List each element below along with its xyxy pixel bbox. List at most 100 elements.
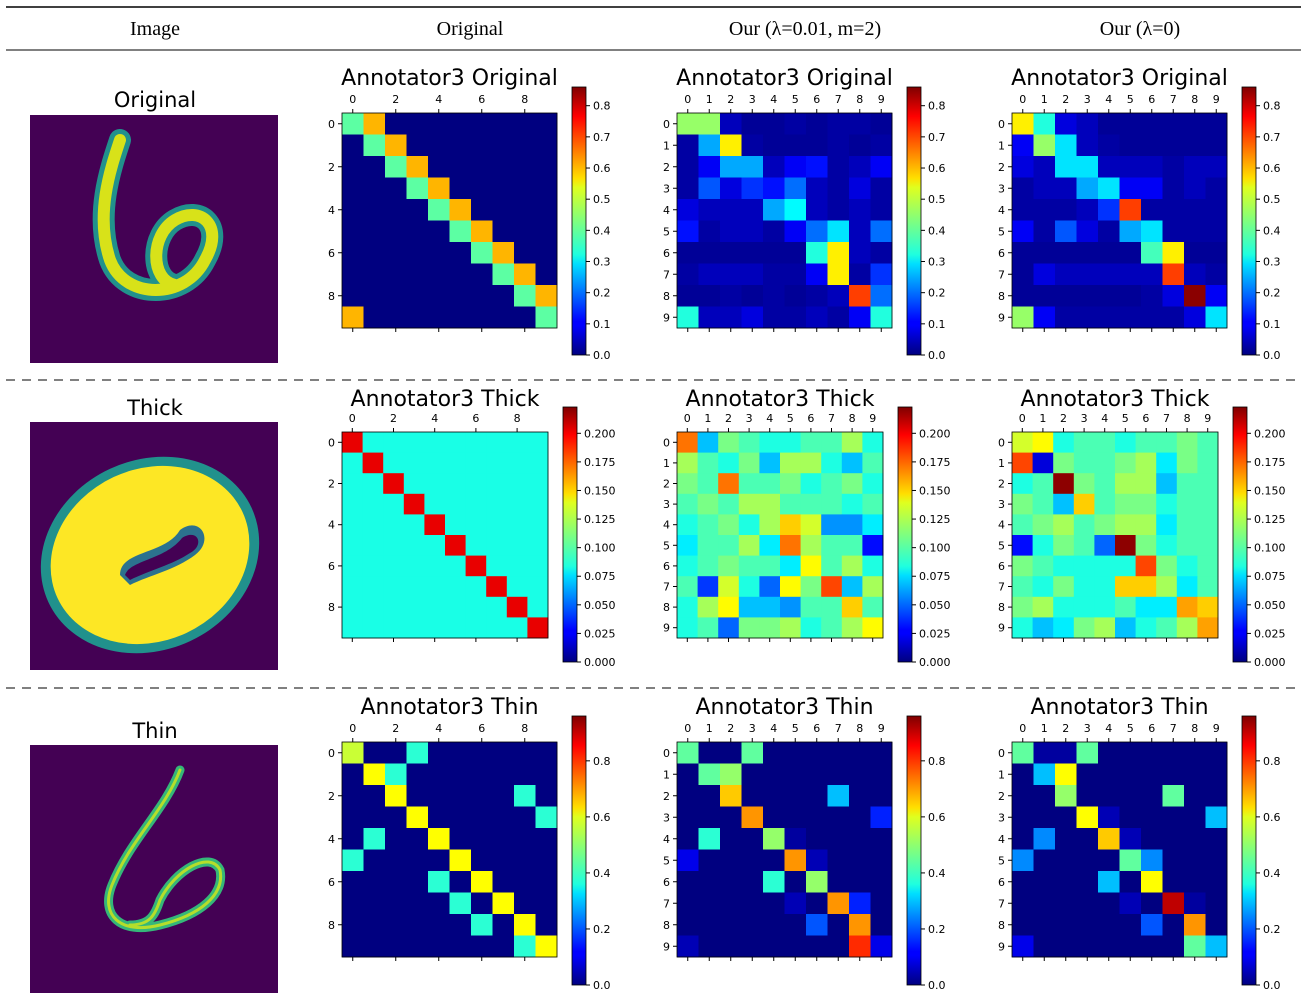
heatmap-cell [739,514,760,535]
heatmap-cell [720,113,742,135]
x-tick-label: 4 [431,412,438,425]
heatmap-cell [1098,178,1120,200]
heatmap-cell [785,764,807,786]
colorbar [907,87,921,355]
heatmap-cell [1156,576,1177,597]
heatmap-cell [806,914,828,936]
heatmap-cell [1177,556,1198,577]
heatmap-cell [1012,914,1034,936]
heatmap-cell [493,936,515,958]
heatmap-cell [424,494,445,515]
heatmap-cell [785,135,807,157]
heatmap-cell [1120,742,1142,764]
heatmap-cell [862,453,883,474]
y-tick-label: 8 [663,601,670,614]
heatmap-cell [507,494,528,515]
colorbar-tick-label: 0.2 [593,923,611,936]
heatmap-cell [862,576,883,597]
heatmap-cell [828,742,850,764]
colorbar-tick-label: 0.4 [928,224,946,237]
x-tick-label: 6 [1148,722,1155,735]
x-tick-label: 3 [749,722,756,735]
heatmap-cell [1163,221,1185,243]
heatmap-cell [1115,617,1136,638]
x-tick-label: 8 [521,93,528,106]
heatmap-cell [428,871,450,893]
heatmap-cell [1136,597,1157,618]
heatmap-cell [493,850,515,872]
heatmap-cell [1053,453,1074,474]
heatmap-cell [806,893,828,915]
heatmap-cell [1012,285,1034,307]
heatmap-cell [1098,156,1120,178]
heatmap-cell [385,178,407,200]
heatmap-cell [404,597,425,618]
colorbar-tick-label: 0.000 [584,656,616,669]
heatmap-cell [407,113,429,135]
heatmap-cell [698,514,719,535]
heatmap-cell [507,514,528,535]
heatmap-cell [428,242,450,264]
heatmap-cell [1141,850,1163,872]
heatmap-cell [871,113,893,135]
x-tick-label: 2 [392,722,399,735]
y-tick-label: 4 [328,833,335,846]
heatmap-cell [404,514,425,535]
heatmap-cell [1163,156,1185,178]
heatmap-cell [1012,494,1033,515]
heatmap-cell [828,850,850,872]
heatmap-cell [1197,514,1218,535]
x-tick-label: 4 [770,93,777,106]
heatmap-cell [785,178,807,200]
heatmap-cell [785,199,807,221]
heatmap-cell [407,850,429,872]
heatmap-cell [677,764,699,786]
heatmap-cell [699,285,721,307]
heatmap-cell [1141,199,1163,221]
heatmap-cell [842,617,863,638]
heatmap-cell [1141,307,1163,329]
heatmap-cell [828,914,850,936]
heatmap-cell [1094,535,1115,556]
heatmap-cell [466,514,487,535]
heatmap-cell [1206,850,1228,872]
y-tick-label: 5 [663,539,670,552]
heatmap-cell [383,494,404,515]
y-tick-label: 8 [328,290,335,303]
heatmap-cell [471,307,493,329]
heatmap-cell [407,914,429,936]
heatmap-cell [1053,514,1074,535]
x-tick-label: 8 [856,93,863,106]
heatmap-cell [785,893,807,915]
heatmap-cell [493,221,515,243]
heatmap-cell [1012,135,1034,157]
heatmap-cell [842,576,863,597]
heatmap-cell [471,936,493,958]
heatmap-cell [407,785,429,807]
heatmap-cell [1206,764,1228,786]
x-tick-label: 9 [878,93,885,106]
heatmap-cell [1033,432,1054,453]
heatmap-cell [1055,785,1077,807]
heatmap-cell [763,914,785,936]
heatmap-cell [1098,113,1120,135]
heatmap-cell [385,113,407,135]
heatmap-cell [821,617,842,638]
y-tick-label: 8 [998,290,1005,303]
heatmap-cell [1053,597,1074,618]
x-tick-label: 1 [1039,412,1046,425]
y-tick-label: 6 [998,247,1005,260]
heatmap-cell [486,494,507,515]
heatmap-cell [720,242,742,264]
heatmap-cell [1034,221,1056,243]
heatmap-cell [385,850,407,872]
heatmap-cell [1094,473,1115,494]
y-tick-label: 2 [998,161,1005,174]
heatmap-cell [450,156,472,178]
heatmap-cell [450,178,472,200]
heatmap-cell [785,871,807,893]
heatmap-cell [763,135,785,157]
colorbar-tick-label: 0.4 [928,867,946,880]
column-header: Original [437,18,504,40]
row-label: Thin [131,719,177,743]
